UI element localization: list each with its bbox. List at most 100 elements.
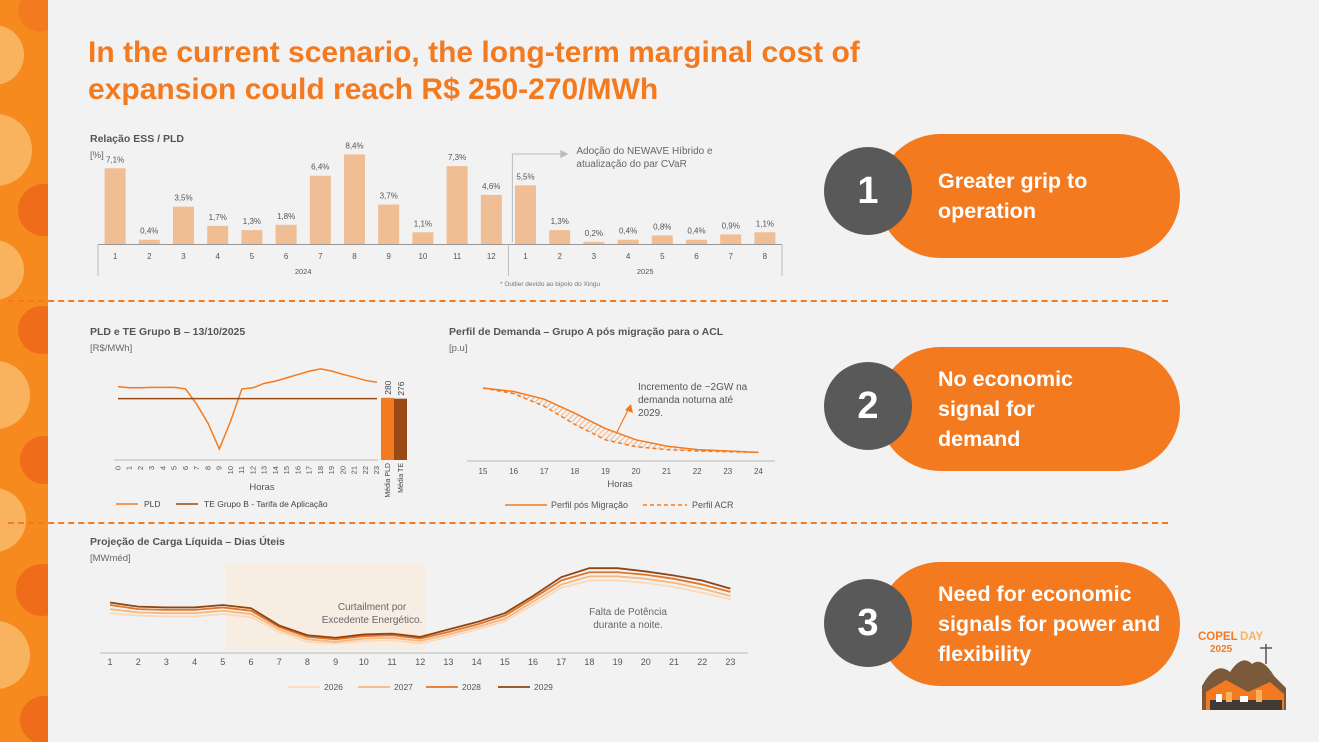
x-tick-label: 10 [418, 252, 427, 261]
x-tick-label: 2 [136, 657, 141, 667]
x-tick-label: 11 [387, 657, 396, 667]
x-tick-label: 20 [338, 466, 347, 474]
copel-day-logo: COPEL DAY 2025 [1198, 631, 1286, 710]
bar-label: 1,3% [243, 217, 261, 226]
bar [549, 230, 571, 244]
x-tick-label: 16 [293, 466, 302, 474]
x-tick-label: 16 [528, 657, 538, 667]
mean-bar-label: Média PLD [385, 463, 392, 498]
legend-label: Perfil pós Migração [551, 500, 628, 510]
ess-pld-bar-chart: Relação ESS / PLD [%] 7,1% 1 0,4% 2 3,5% 3 1,7% 4… [90, 133, 783, 288]
bar-label: 3,7% [380, 192, 398, 201]
bar [515, 185, 536, 244]
x-tick-label: 22 [697, 657, 707, 667]
bar-label: 0,4% [140, 227, 158, 236]
x-tick-label: 4 [192, 657, 197, 667]
x-tick-label: 14 [472, 657, 482, 667]
x-tick-label: 10 [359, 657, 369, 667]
x-tick-label: 1 [125, 466, 134, 470]
chart-title: PLD e TE Grupo B – 13/10/2025 [90, 326, 245, 338]
bar [583, 241, 605, 244]
x-tick-label: 12 [415, 657, 425, 667]
x-tick-label: 14 [271, 466, 280, 474]
bar [480, 194, 502, 244]
x-tick-label: 6 [248, 657, 253, 667]
x-tick-label: 6 [284, 252, 289, 261]
mean-bar-value: 280 [383, 380, 393, 394]
bar [344, 154, 365, 244]
annotation-text: Incremento de ~2GW na demanda noturna até… [638, 382, 748, 419]
x-tick-label: 2 [147, 252, 152, 261]
chart-unit: [R$/MWh] [90, 343, 132, 354]
x-tick-label: 15 [282, 466, 291, 474]
callout-text-2: No economic signal for demand [938, 367, 1073, 451]
bar [275, 224, 297, 244]
bar [720, 234, 742, 244]
x-tick-label: 8 [763, 252, 768, 261]
bar-label: 0,4% [619, 227, 637, 236]
bar [241, 230, 263, 244]
bar [173, 206, 194, 244]
bar [378, 204, 400, 244]
x-tick-label: 5 [170, 466, 179, 470]
callout-number-3: 3 [824, 579, 912, 667]
annotation-text: Adoção do NEWAVE Híbrido e atualização do… [576, 146, 713, 170]
legend-label: Perfil ACR [692, 500, 734, 510]
x-tick-label: 13 [260, 466, 269, 474]
legend-label: PLD [144, 499, 161, 509]
x-tick-label: 7 [192, 466, 201, 470]
x-tick-label: 10 [226, 466, 235, 474]
bar-label: 7,3% [448, 153, 466, 162]
bar-label: 0,8% [653, 222, 671, 231]
annotation-arrow [560, 150, 569, 158]
x-tick-label: 23 [725, 657, 735, 667]
x-tick-label: 4 [626, 252, 631, 261]
x-tick-label: 22 [693, 467, 702, 476]
x-tick-label: 7 [318, 252, 323, 261]
x-tick-label: 1 [523, 252, 528, 261]
chart-title: Relação ESS / PLD [90, 133, 184, 145]
series-line [109, 579, 731, 645]
bar-label: 6,4% [311, 163, 329, 172]
legend-label: 2026 [324, 682, 343, 692]
x-tick-label: 11 [453, 252, 462, 261]
x-tick-label: 17 [305, 466, 314, 474]
bar-label: 1,8% [277, 212, 295, 221]
legend-label: 2027 [394, 682, 413, 692]
logo-year-text: 2025 [1210, 644, 1233, 655]
section-divider [8, 300, 1168, 302]
x-tick-label: 15 [479, 467, 488, 476]
x-tick-label: 21 [669, 657, 679, 667]
x-tick-label: 1 [113, 252, 118, 261]
series-line [109, 567, 731, 639]
x-tick-label: 18 [316, 466, 325, 474]
x-tick-label: 19 [327, 466, 336, 474]
series-line [109, 575, 731, 643]
series-line [109, 571, 731, 641]
logo-copel-text: COPEL [1198, 631, 1238, 643]
x-tick-label: 17 [556, 657, 566, 667]
annotation-text: Falta de Potência durante a noite. [589, 607, 667, 631]
footnote: * Outlier devido ao bipolo do Xingu [500, 281, 600, 288]
x-tick-label: 7 [728, 252, 733, 261]
callout-text-3: Need for economic signals for power and … [938, 582, 1161, 666]
group-label: 2025 [637, 267, 654, 276]
x-tick-label: 15 [500, 657, 510, 667]
x-tick-label: 13 [443, 657, 453, 667]
x-axis-label: Horas [249, 482, 275, 493]
legend-label: 2028 [462, 682, 481, 692]
annotation-arrow-head [625, 404, 633, 413]
chart-title: Projeção de Carga Líquida – Dias Úteis [90, 535, 285, 548]
bar [686, 239, 707, 244]
callout-number-2: 2 [824, 362, 912, 450]
series-line [117, 368, 378, 451]
mean-bar [381, 397, 394, 460]
bar-label: 0,4% [687, 227, 705, 236]
x-tick-label: 8 [352, 252, 357, 261]
bar-label: 1,1% [414, 219, 432, 228]
x-tick-label: 3 [164, 657, 169, 667]
bar-label: 4,6% [482, 182, 500, 191]
x-tick-label: 2 [136, 466, 145, 470]
x-tick-label: 22 [361, 466, 370, 474]
x-tick-label: 23 [723, 467, 732, 476]
